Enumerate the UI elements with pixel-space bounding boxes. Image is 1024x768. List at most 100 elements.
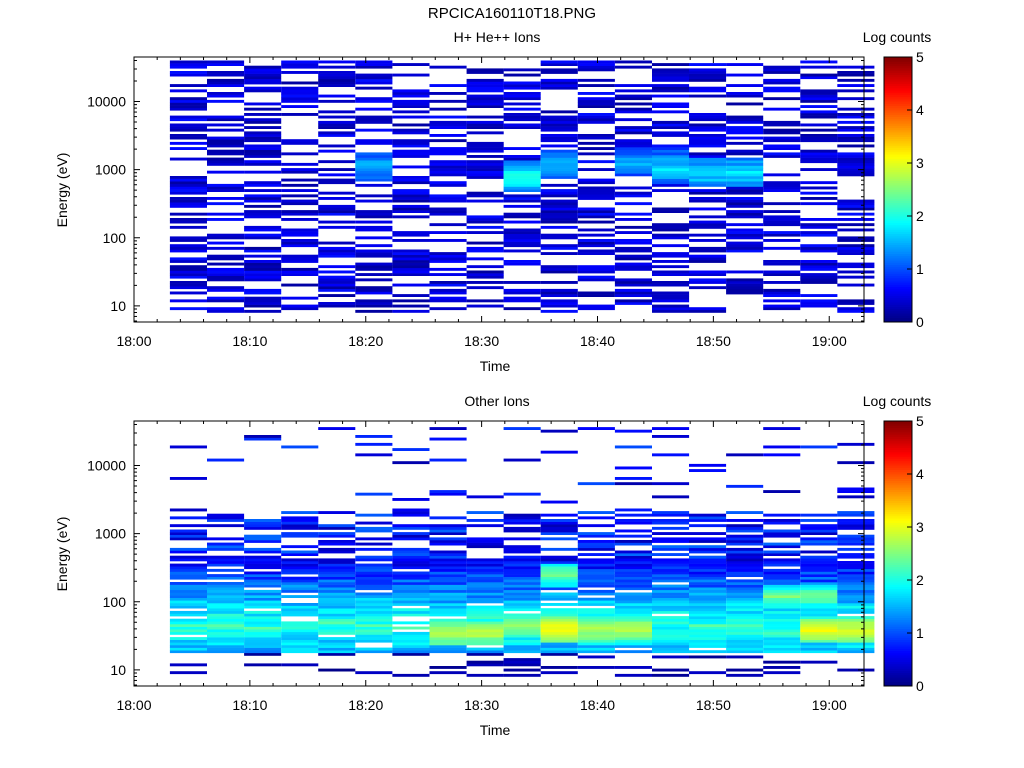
spectrogram-cell: [726, 529, 764, 533]
spectrogram-cell: [466, 123, 504, 127]
spectrogram-cell: [503, 123, 541, 127]
spectrogram-cell: [429, 618, 467, 622]
spectrogram-cell: [726, 637, 764, 640]
spectrogram-cell: [169, 265, 207, 269]
spectrogram-cell: [318, 576, 356, 580]
spectrogram-cell: [466, 629, 504, 633]
colorbar-segment: [884, 573, 912, 576]
spectrogram-cell: [763, 610, 801, 614]
spectrogram-cell: [503, 458, 541, 462]
spectrogram-cell: [540, 160, 578, 164]
spectrogram-cell: [318, 639, 356, 643]
spectrogram-cell: [207, 592, 245, 596]
spectrogram-cell: [429, 126, 467, 129]
spectrogram-cell: [466, 257, 504, 261]
spectrogram-cell: [652, 252, 690, 255]
spectrogram-cell: [689, 566, 727, 570]
colorbar-segment: [884, 189, 912, 193]
colorbar-segment: [884, 125, 912, 129]
spectrogram-cell: [837, 639, 875, 643]
spectrogram-cell: [614, 149, 652, 153]
plot-frame-bottom: [133, 420, 865, 687]
spectrogram-cell: [837, 542, 875, 546]
spectrogram-cell: [207, 309, 245, 313]
spectrogram-cell: [503, 296, 541, 300]
spectrogram-cell: [652, 618, 690, 622]
spectrogram-cell: [318, 212, 356, 216]
colorbar-tick-label: 5: [916, 413, 924, 429]
spectrogram-cell: [689, 223, 727, 227]
spectrogram-cell: [466, 81, 504, 85]
colorbar-label-top: Log counts: [863, 29, 932, 45]
spectrogram-cell: [503, 113, 541, 116]
x-tick-label: 19:00: [812, 697, 847, 713]
spectrogram-cell: [169, 613, 207, 617]
spectrogram-cell: [652, 160, 690, 164]
spectrogram-cell: [207, 152, 245, 156]
spectrogram-cell: [614, 97, 652, 101]
spectrogram-cell: [466, 299, 504, 303]
colorbar-segment: [884, 211, 912, 215]
spectrogram-cell: [763, 584, 801, 588]
spectrogram-cell: [540, 215, 578, 219]
spectrogram-cell: [540, 555, 578, 559]
y-tick-label: 10000: [87, 94, 126, 110]
spectrogram-cell: [466, 600, 504, 604]
spectrogram-cell: [726, 616, 764, 619]
spectrogram-cell: [726, 655, 764, 659]
spectrogram-cell: [837, 574, 875, 577]
spectrogram-cell: [244, 204, 282, 208]
spectrogram-cell: [540, 579, 578, 583]
spectrogram-cell: [355, 547, 393, 551]
spectrogram-cell: [726, 563, 764, 567]
spectrogram-cell: [281, 519, 319, 522]
spectrogram-cell: [355, 252, 393, 255]
spectrogram-cell: [355, 629, 393, 633]
colorbar-segment: [884, 313, 912, 316]
spectrogram-cell: [614, 299, 652, 303]
spectrogram-cell: [503, 299, 541, 303]
spectrogram-cell: [540, 288, 578, 292]
spectrogram-cell: [837, 239, 875, 242]
colorbar-segment: [884, 213, 912, 217]
spectrogram-cell: [169, 257, 207, 261]
colorbar-segment: [884, 568, 912, 572]
panel-title-bottom: Other Ions: [464, 393, 529, 409]
spectrogram-cell: [318, 283, 356, 287]
spectrogram-cell: [318, 281, 356, 284]
spectrogram-cell: [169, 105, 207, 108]
spectrogram-cell: [837, 309, 875, 313]
spectrogram-cell: [281, 639, 319, 643]
spectrogram-cell: [503, 86, 541, 90]
colorbar-segment: [884, 273, 912, 277]
spectrogram-cell: [281, 257, 319, 261]
spectrogram-cell: [466, 162, 504, 166]
spectrogram-cell: [207, 605, 245, 609]
spectrogram-cell: [614, 265, 652, 269]
colorbar-frame: [883, 56, 913, 323]
spectrogram-cell: [244, 249, 282, 253]
spectrogram-cell: [614, 587, 652, 591]
spectrogram-cell: [540, 212, 578, 216]
spectrogram-cell: [800, 568, 838, 572]
spectrogram-cell: [392, 566, 430, 570]
spectrogram-cell: [392, 579, 430, 583]
spectrogram-cell: [392, 115, 430, 119]
colorbar-segment: [884, 478, 912, 482]
spectrogram-cell: [355, 299, 393, 303]
spectrogram-cell: [244, 547, 282, 551]
spectrogram-cell: [355, 220, 393, 224]
spectrogram-cell: [837, 275, 875, 279]
spectrogram-cell: [429, 582, 467, 585]
spectrogram-cell: [207, 139, 245, 143]
spectrogram-cell: [763, 666, 801, 669]
spectrogram-cell: [466, 275, 504, 279]
spectrogram-cell: [652, 233, 690, 237]
spectrogram-cell: [244, 524, 282, 528]
spectrogram-cell: [689, 155, 727, 158]
spectrogram-cell: [207, 136, 245, 140]
spectrogram-cell: [726, 597, 764, 601]
colorbar-segment: [884, 586, 912, 590]
spectrogram-cell: [355, 86, 393, 90]
spectrogram-cell: [169, 605, 207, 609]
